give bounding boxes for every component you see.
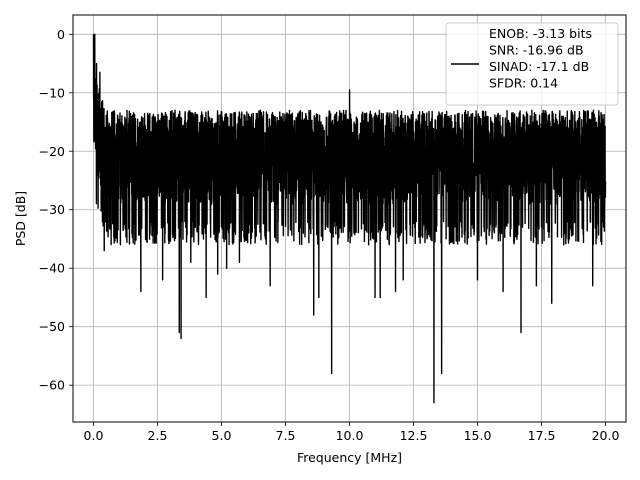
x-axis-label: Frequency [MHz] [297,450,402,465]
x-tick-label: 2.5 [148,428,168,443]
x-tick-label: 17.5 [528,428,556,443]
y-tick-label: −20 [39,144,65,159]
legend-enob: ENOB: -3.13 bits [489,26,592,41]
y-axis-label: PSD [dB] [13,191,28,246]
x-tick-label: 7.5 [276,428,296,443]
y-tick-label: −40 [39,261,65,276]
x-tick-label: 5.0 [212,428,232,443]
x-tick-label: 0.0 [84,428,104,443]
y-tick-label: 0 [57,27,65,42]
x-tick-label: 15.0 [464,428,492,443]
y-tick-label: −30 [39,202,65,217]
x-axis: 0.0 2.5 5.0 7.5 10.0 12.5 15.0 17.5 20.0 [84,422,620,443]
legend-snr: SNR: -16.96 dB [489,43,584,58]
y-tick-label: −60 [39,378,65,393]
x-tick-label: 10.0 [336,428,364,443]
x-tick-label: 20.0 [592,428,620,443]
series-group [92,33,607,404]
legend-sinad: SINAD: -17.1 dB [489,59,589,74]
y-tick-label: −50 [39,319,65,334]
legend-box [445,22,619,106]
x-tick-label: 12.5 [400,428,428,443]
y-tick-label: −10 [39,85,65,100]
y-axis: 0 −10 −20 −30 −40 −50 −60 [39,27,73,393]
legend-sfdr: SFDR: 0.14 [489,76,558,91]
psd-trace [92,33,607,404]
legend: ENOB: -3.13 bits SNR: -16.96 dB SINAD: -… [445,22,619,106]
